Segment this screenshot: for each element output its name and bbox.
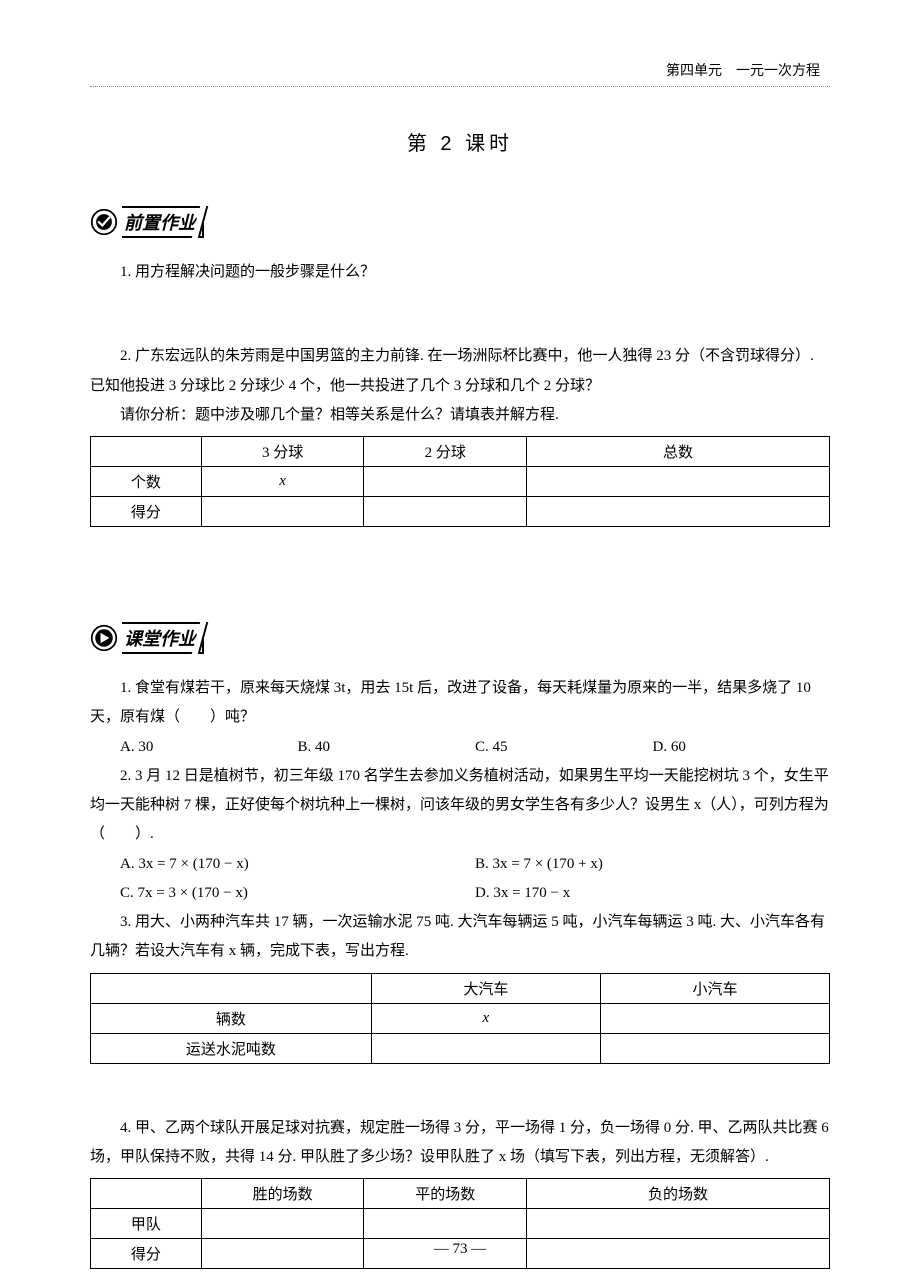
t3-h1: 大汽车 bbox=[371, 973, 600, 1003]
header-divider bbox=[90, 86, 830, 87]
t1-r0c3 bbox=[527, 467, 830, 497]
t1-r1c2 bbox=[364, 497, 527, 527]
t3-h0 bbox=[91, 973, 372, 1003]
q1-optD: D. 60 bbox=[653, 733, 831, 762]
class-q1-options: A. 30 B. 40 C. 45 D. 60 bbox=[90, 733, 830, 762]
class-q3: 3. 用大、小两种汽车共 17 辆，一次运输水泥 75 吨. 大汽车每辆运 5 … bbox=[90, 908, 830, 967]
play-circle-icon bbox=[90, 624, 118, 652]
t1-r0c1: x bbox=[201, 467, 364, 497]
t4-h1: 胜的场数 bbox=[201, 1179, 364, 1209]
unit-header: 第四单元 一元一次方程 bbox=[90, 60, 830, 80]
q2-optA: A. 3x = 7 × (170 − x) bbox=[120, 850, 475, 879]
q1-optB: B. 40 bbox=[298, 733, 476, 762]
t1-h3: 总数 bbox=[527, 437, 830, 467]
t4-h0 bbox=[91, 1179, 202, 1209]
check-circle-icon bbox=[90, 208, 118, 236]
t1-r0c2 bbox=[364, 467, 527, 497]
t3-r0c1: x bbox=[371, 1003, 600, 1033]
t3-r0c0: 辆数 bbox=[91, 1003, 372, 1033]
t3-h2: 小汽车 bbox=[600, 973, 829, 1003]
q1-optA: A. 30 bbox=[120, 733, 298, 762]
t4-r0c1 bbox=[201, 1209, 364, 1239]
t1-h0 bbox=[91, 437, 202, 467]
class-q4: 4. 甲、乙两个球队开展足球对抗赛，规定胜一场得 3 分，平一场得 1 分，负一… bbox=[90, 1114, 830, 1173]
section-class-label: 课堂作业 bbox=[122, 622, 204, 654]
t1-r1c1 bbox=[201, 497, 364, 527]
q2-optC: C. 7x = 3 × (170 − x) bbox=[120, 879, 475, 908]
t3-r0c2 bbox=[600, 1003, 829, 1033]
t4-r0c3 bbox=[527, 1209, 830, 1239]
t4-h3: 负的场数 bbox=[527, 1179, 830, 1209]
class-q3-table: 大汽车 小汽车 辆数 x 运送水泥吨数 bbox=[90, 973, 830, 1064]
class-q2-options-row1: A. 3x = 7 × (170 − x) B. 3x = 7 × (170 +… bbox=[90, 850, 830, 879]
pre-q2-line2: 请你分析：题中涉及哪几个量？相等关系是什么？请填表并解方程. bbox=[90, 401, 830, 430]
t3-r1c0: 运送水泥吨数 bbox=[91, 1033, 372, 1063]
class-q2-options-row2: C. 7x = 3 × (170 − x) D. 3x = 170 − x bbox=[90, 879, 830, 908]
t1-r1c0: 得分 bbox=[91, 497, 202, 527]
section-pre-badge: 前置作业 bbox=[90, 206, 830, 238]
q2-optD: D. 3x = 170 − x bbox=[475, 879, 830, 908]
pre-q2-table: 3 分球 2 分球 总数 个数 x 得分 bbox=[90, 436, 830, 527]
page-number: — 73 — bbox=[0, 1241, 920, 1258]
t3-r1c2 bbox=[600, 1033, 829, 1063]
t1-h2: 2 分球 bbox=[364, 437, 527, 467]
q2-optB: B. 3x = 7 × (170 + x) bbox=[475, 850, 830, 879]
class-q2: 2. 3 月 12 日是植树节，初三年级 170 名学生去参加义务植树活动，如果… bbox=[90, 762, 830, 850]
t1-r1c3 bbox=[527, 497, 830, 527]
t4-h2: 平的场数 bbox=[364, 1179, 527, 1209]
t3-r1c1 bbox=[371, 1033, 600, 1063]
lesson-title: 第 2 课时 bbox=[90, 127, 830, 156]
t1-r0c0: 个数 bbox=[91, 467, 202, 497]
pre-q1: 1. 用方程解决问题的一般步骤是什么？ bbox=[90, 258, 830, 287]
t1-h1: 3 分球 bbox=[201, 437, 364, 467]
pre-q2-line1: 2. 广东宏远队的朱芳雨是中国男篮的主力前锋. 在一场洲际杯比赛中，他一人独得 … bbox=[90, 342, 830, 401]
q1-optC: C. 45 bbox=[475, 733, 653, 762]
section-class-badge: 课堂作业 bbox=[90, 622, 830, 654]
t4-r0c2 bbox=[364, 1209, 527, 1239]
t4-r0c0: 甲队 bbox=[91, 1209, 202, 1239]
class-q1: 1. 食堂有煤若干，原来每天烧煤 3t，用去 15t 后，改进了设备，每天耗煤量… bbox=[90, 674, 830, 733]
section-pre-label: 前置作业 bbox=[122, 206, 204, 238]
